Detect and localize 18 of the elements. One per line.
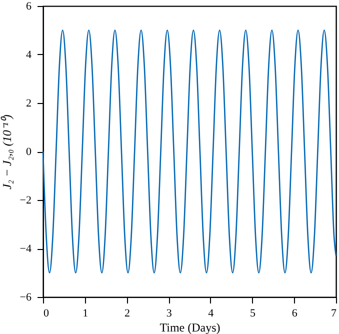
y-tick-label: −2 — [20, 194, 32, 206]
x-tick-label: 7 — [331, 308, 337, 320]
x-tick-label: 1 — [82, 308, 88, 320]
y-tick-label: 2 — [26, 98, 32, 110]
line-series — [42, 30, 337, 274]
y-axis-title: J₂ − J₂,₀ (10⁻¹⁰) — [0, 114, 14, 190]
y-tick-label: −6 — [20, 292, 32, 304]
x-tick-label: 6 — [292, 308, 298, 320]
y-tick-label: 0 — [26, 146, 32, 158]
x-tick-label: 0 — [44, 308, 50, 320]
x-tick-label: 5 — [250, 308, 256, 320]
x-tick-label: 3 — [166, 308, 172, 320]
x-tick-label: 2 — [124, 308, 130, 320]
y-tick-label: 6 — [26, 0, 32, 12]
y-tick-label: 4 — [26, 49, 32, 61]
x-axis-title: Time (Days) — [160, 320, 220, 334]
y-tick-label: −4 — [20, 243, 32, 255]
x-tick-label: 4 — [208, 308, 214, 320]
